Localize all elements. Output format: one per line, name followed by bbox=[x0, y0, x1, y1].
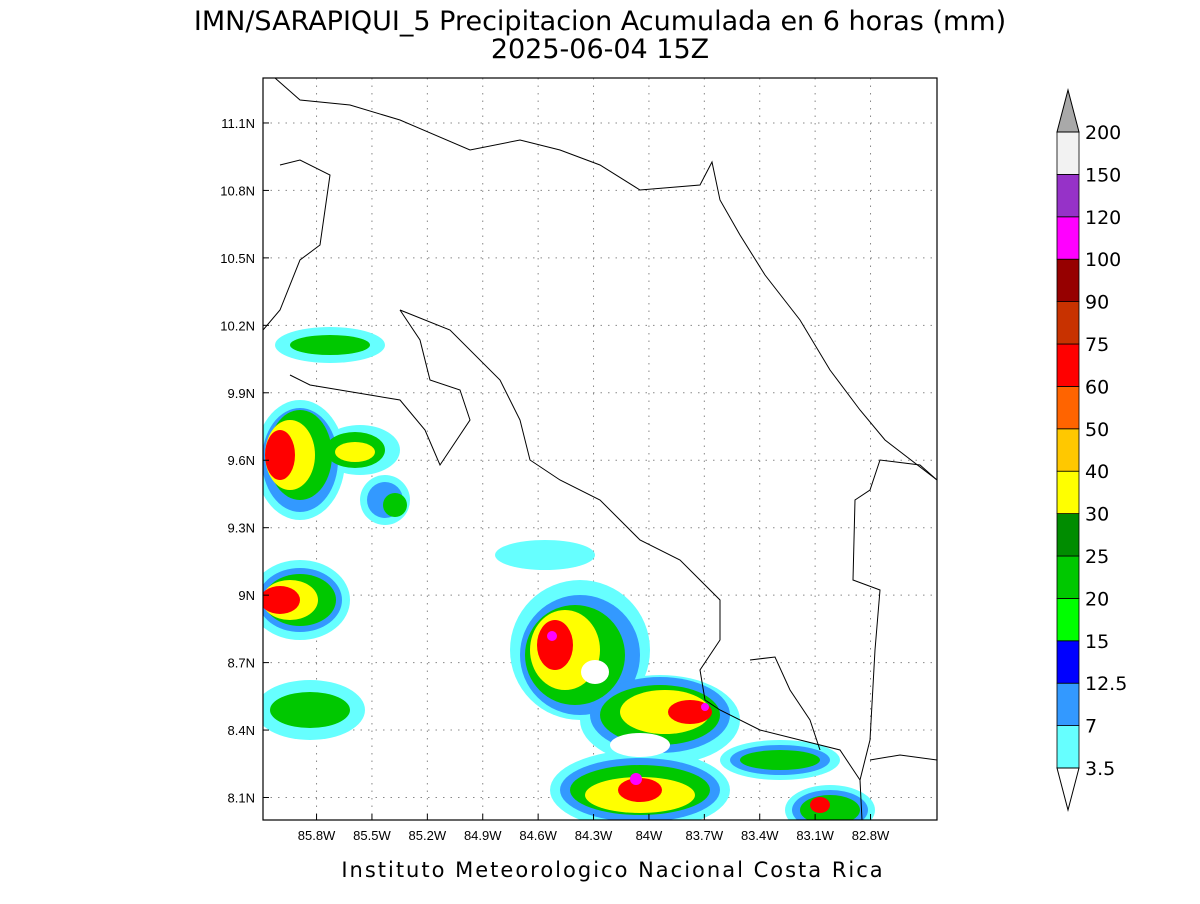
y-tick-label: 9.3N bbox=[228, 521, 255, 536]
y-tick-label: 10.5N bbox=[220, 251, 255, 266]
y-tick-label: 10.2N bbox=[220, 318, 255, 333]
x-tick-label: 84.3W bbox=[575, 828, 613, 843]
x-tick-label: 85.2W bbox=[409, 828, 447, 843]
colorbar-box bbox=[1056, 131, 1080, 175]
footer: Instituto Meteorologico Nacional Costa R… bbox=[341, 858, 884, 882]
x-tick-label: 84.9W bbox=[464, 828, 502, 843]
colorbar-label: 120 bbox=[1085, 207, 1121, 229]
x-tick-label: 84W bbox=[636, 828, 663, 843]
coastlines bbox=[263, 78, 937, 820]
x-tick-label: 84.6W bbox=[519, 828, 557, 843]
colorbar: 3.5 7 12.5 15 20 25 30 40 50 60 75 90 100 120 150 200 bbox=[1056, 88, 1127, 812]
y-tick-label: 8.7N bbox=[228, 656, 255, 671]
colorbar-box bbox=[1056, 343, 1080, 387]
title: IMN/SARAPIQUI_5 Precipitacion Acumulada … bbox=[194, 6, 1006, 37]
colorbar-under bbox=[1056, 767, 1080, 812]
colorbar-box bbox=[1056, 216, 1080, 260]
y-tick-label: 8.1N bbox=[228, 791, 255, 806]
map-frame bbox=[262, 77, 938, 821]
colorbar-box bbox=[1056, 258, 1080, 303]
subtitle: 2025-06-04 15Z bbox=[491, 34, 709, 65]
x-tick-label: 82.8W bbox=[852, 828, 890, 843]
colorbar-box bbox=[1056, 555, 1080, 599]
colorbar-label: 75 bbox=[1085, 334, 1109, 356]
colorbar-label: 60 bbox=[1085, 376, 1109, 398]
colorbar-label: 90 bbox=[1085, 292, 1109, 314]
colorbar-label: 20 bbox=[1085, 588, 1109, 610]
y-tick-label: 9.6N bbox=[228, 453, 255, 468]
axis-ticks: 85.8W 85.5W 85.2W 84.9W 84.6W 84.3W 84W 83.7W 83… bbox=[220, 116, 890, 843]
colorbar-box bbox=[1056, 640, 1080, 684]
y-tick-label: 9.9N bbox=[228, 386, 255, 401]
colorbar-box bbox=[1056, 682, 1080, 727]
colorbar-label: 15 bbox=[1085, 631, 1109, 653]
colorbar-label: 3.5 bbox=[1085, 758, 1115, 780]
colorbar-label: 7 bbox=[1085, 716, 1097, 738]
colorbar-label: 40 bbox=[1085, 461, 1109, 483]
x-tick-label: 83.7W bbox=[686, 828, 724, 843]
colorbar-over bbox=[1056, 88, 1080, 133]
colorbar-box bbox=[1056, 385, 1080, 430]
y-tick-label: 9N bbox=[238, 588, 255, 603]
colorbar-label: 12.5 bbox=[1085, 673, 1127, 695]
x-tick-label: 83.4W bbox=[741, 828, 779, 843]
colorbar-box bbox=[1056, 301, 1080, 345]
colorbar-box bbox=[1056, 173, 1080, 218]
colorbar-label: 100 bbox=[1085, 249, 1121, 271]
x-tick-label: 85.8W bbox=[298, 828, 336, 843]
x-tick-label: 85.5W bbox=[353, 828, 391, 843]
y-tick-label: 10.8N bbox=[220, 183, 255, 198]
colorbar-box bbox=[1056, 428, 1080, 472]
x-tick-label: 83.1W bbox=[796, 828, 834, 843]
colorbar-box bbox=[1056, 598, 1080, 642]
colorbar-label: 30 bbox=[1085, 504, 1109, 526]
colorbar-box bbox=[1056, 513, 1080, 557]
y-tick-label: 8.4N bbox=[228, 723, 255, 738]
colorbar-box bbox=[1056, 470, 1080, 515]
colorbar-label: 150 bbox=[1085, 164, 1121, 186]
colorbar-label: 25 bbox=[1085, 546, 1109, 568]
colorbar-label: 50 bbox=[1085, 419, 1109, 441]
colorbar-label: 200 bbox=[1085, 122, 1121, 144]
precipitation-field bbox=[263, 327, 875, 820]
y-tick-label: 11.1N bbox=[221, 116, 255, 131]
colorbar-box bbox=[1056, 725, 1080, 769]
